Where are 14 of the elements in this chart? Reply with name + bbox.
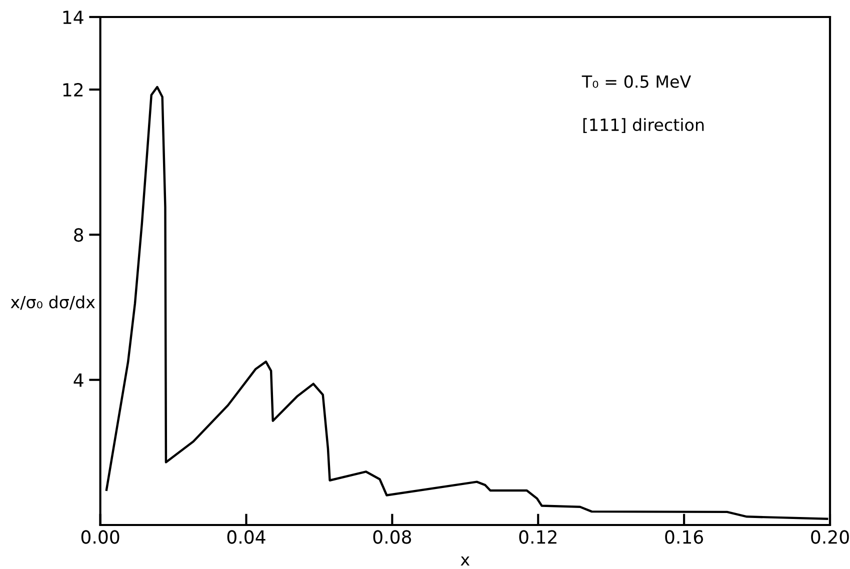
annotation: T₀ = 0.5 MeV xyxy=(582,75,692,88)
y-tick-label: 4 xyxy=(74,374,84,387)
y-axis-title: x/σ₀ dσ/dx xyxy=(10,296,95,310)
x-tick-label: 0.12 xyxy=(519,530,556,544)
y-tick-label: 8 xyxy=(74,228,84,242)
y-tick-label: 14 xyxy=(63,10,84,24)
annotation: [111] direction xyxy=(583,118,704,134)
x-axis-title: x xyxy=(460,556,470,566)
x-tick-label: 0.00 xyxy=(81,530,120,544)
x-tick-label: 0.20 xyxy=(811,530,849,544)
x-tick-label: 0.08 xyxy=(373,530,412,544)
y-tick-label: 12 xyxy=(63,83,83,96)
x-tick-label: 0.16 xyxy=(665,530,704,544)
x-tick-label: 0.04 xyxy=(227,530,266,544)
